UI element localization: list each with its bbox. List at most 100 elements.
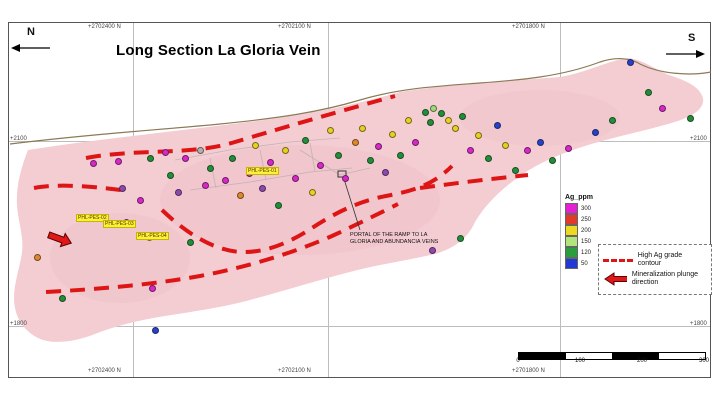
coord-label-top: +2701800 N — [512, 24, 545, 30]
ag-value-label: 200 — [581, 227, 592, 234]
ag-value-label: 120 — [581, 249, 592, 256]
drill-intercept-dot — [658, 104, 666, 112]
drill-intercept-dot — [33, 253, 41, 261]
north-label: N — [27, 26, 35, 38]
drill-intercept-dot — [466, 146, 474, 154]
map-legend-box: High Ag grade contour Mineralization plu… — [598, 244, 712, 296]
drill-intercept-dot — [421, 108, 429, 116]
ag-legend-entry: 120 — [565, 247, 611, 258]
drill-intercept-dot — [511, 166, 519, 174]
drill-intercept-dot — [114, 157, 122, 165]
drill-intercept-dot — [608, 116, 616, 124]
drillhole-id-label: PHL-PES-02 — [76, 214, 109, 222]
drill-intercept-dot — [148, 284, 156, 292]
drill-intercept-dot — [456, 234, 464, 242]
drill-intercept-dot — [381, 168, 389, 176]
drill-intercept-dot — [548, 156, 556, 164]
vein-inner-shade — [160, 145, 440, 255]
ag-color-swatch — [565, 214, 578, 225]
scale-segment — [658, 353, 705, 359]
drill-intercept-dot — [118, 184, 126, 192]
coord-label-bottom: +2701800 N — [512, 368, 545, 374]
drillhole-id-label: PHL-PES-04 — [136, 232, 169, 240]
drill-intercept-dot — [326, 126, 334, 134]
legend-row-plunge: Mineralization plunge direction — [603, 271, 707, 287]
drill-intercept-dot — [136, 196, 144, 204]
coord-label-top: +2702100 N — [278, 24, 311, 30]
legend-row-contour: High Ag grade contour — [603, 252, 707, 268]
drill-intercept-dot — [291, 174, 299, 182]
drill-intercept-dot — [161, 148, 169, 156]
drill-intercept-dot — [686, 114, 694, 122]
drill-intercept-dot — [626, 58, 634, 66]
coord-label-bottom: +2702100 N — [278, 368, 311, 374]
drill-intercept-dot — [428, 246, 436, 254]
drill-intercept-dot — [274, 201, 282, 209]
drill-intercept-dot — [166, 171, 174, 179]
drill-intercept-dot — [301, 136, 309, 144]
ag-value-label: 150 — [581, 238, 592, 245]
drill-intercept-dot — [221, 176, 229, 184]
elev-label-right: +1800 — [690, 321, 707, 327]
vein-inner-shade — [460, 90, 620, 146]
scale-bar-ticks: 0 100 200 300 — [516, 358, 710, 368]
ag-color-swatch — [565, 247, 578, 258]
drill-intercept-dot — [444, 116, 452, 124]
ag-legend-entry: 200 — [565, 225, 611, 236]
drill-intercept-dot — [151, 326, 159, 334]
drill-intercept-dot — [644, 88, 652, 96]
ag-legend-entry: 150 — [565, 236, 611, 247]
drill-intercept-dot — [251, 141, 259, 149]
coord-label-top: +2702400 N — [88, 24, 121, 30]
drill-intercept-dot — [146, 154, 154, 162]
drill-intercept-dot — [228, 154, 236, 162]
ag-value-label: 300 — [581, 205, 592, 212]
gridline-vertical — [560, 23, 561, 377]
portal-leader-line — [343, 178, 361, 231]
drill-intercept-dot — [426, 118, 434, 126]
elev-label-left: +1800 — [10, 321, 27, 327]
drillhole-id-label: PHL-PES-01 — [246, 167, 279, 175]
plunge-legend-label: Mineralization plunge direction — [631, 271, 698, 287]
drill-intercept-dot — [206, 164, 214, 172]
drill-intercept-dot — [536, 138, 544, 146]
scale-bar-segments — [518, 352, 706, 360]
gridline-horizontal — [9, 326, 710, 327]
scale-segment — [519, 353, 566, 359]
red-dashed-line-icon — [603, 258, 633, 262]
drill-intercept-dot — [266, 158, 274, 166]
drill-intercept-dot — [388, 130, 396, 138]
ag-legend-entry: 250 — [565, 214, 611, 225]
drill-intercept-dot — [236, 191, 244, 199]
ag-legend-entries: 300 250 200 150 120 50 — [565, 203, 611, 269]
drill-intercept-dot — [429, 104, 437, 112]
ag-legend-title: Ag_ppm — [565, 194, 593, 201]
scale-tick-label: 0 — [516, 358, 520, 364]
north-arrow-icon — [11, 44, 50, 52]
scale-segment — [612, 353, 659, 359]
scale-tick-label: 200 — [636, 358, 648, 364]
ag-legend-entry: 300 — [565, 203, 611, 214]
scale-tick-label: 300 — [698, 358, 710, 364]
drill-intercept-dot — [366, 156, 374, 164]
coord-label-bottom: +2702400 N — [88, 368, 121, 374]
drill-intercept-dot — [334, 151, 342, 159]
drill-intercept-dot — [316, 161, 324, 169]
topography-line — [9, 57, 712, 145]
drill-intercept-dot — [196, 146, 204, 154]
drill-intercept-dot — [474, 131, 482, 139]
drill-intercept-dot — [201, 181, 209, 189]
drill-intercept-dot — [484, 154, 492, 162]
portal-annotation: PORTAL OF THE RAMP TO LA GLORIA AND ABUN… — [350, 232, 439, 245]
drill-intercept-dot — [591, 128, 599, 136]
ag-legend-entry: 50 — [565, 258, 611, 269]
ag-color-swatch — [565, 236, 578, 247]
drill-intercept-dot — [523, 146, 531, 154]
contour-legend-label: High Ag grade contour — [637, 252, 683, 268]
ag-legend: Ag_ppm 300 250 200 150 120 50 — [565, 194, 611, 269]
drill-intercept-dot — [58, 294, 66, 302]
scale-segment — [565, 353, 612, 359]
